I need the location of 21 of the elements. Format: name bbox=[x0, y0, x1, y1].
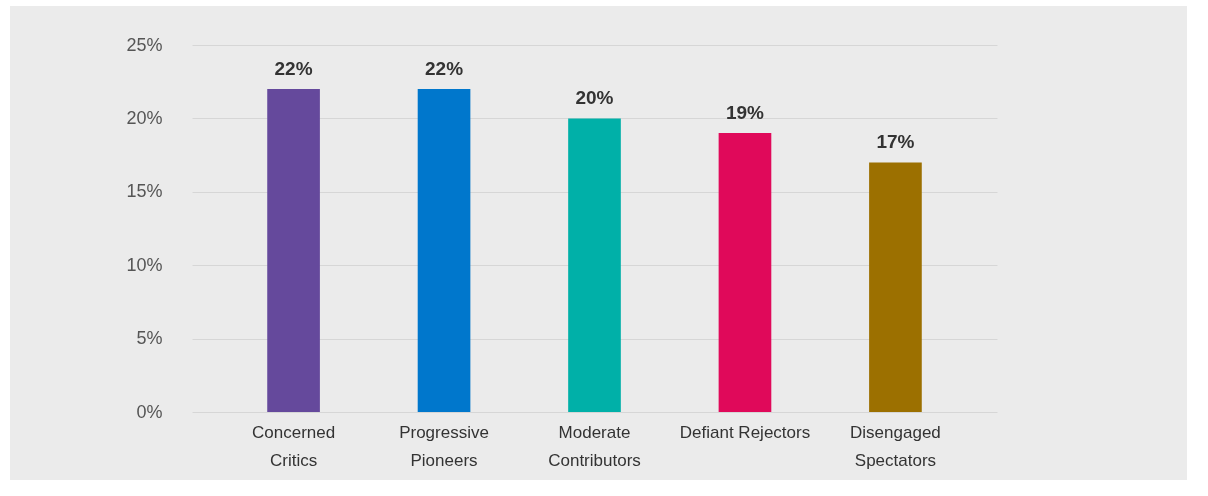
bar bbox=[267, 89, 320, 412]
y-tick-label: 25% bbox=[126, 34, 163, 55]
y-tick-label: 20% bbox=[126, 107, 163, 128]
x-tick-label: Disengaged Spectators bbox=[850, 422, 941, 470]
y-tick-label: 10% bbox=[126, 254, 163, 275]
y-tick-label: 0% bbox=[136, 401, 163, 422]
x-tick-label: Concerned Critics bbox=[251, 422, 336, 470]
data-label: 22% bbox=[274, 58, 313, 80]
bar bbox=[417, 89, 471, 412]
x-tick-label: Progressive Pioneers bbox=[399, 422, 489, 470]
x-tick-label: Defiant Rejectors bbox=[679, 422, 811, 442]
y-tick-label: 5% bbox=[136, 328, 163, 349]
y-tick-label: 15% bbox=[126, 181, 163, 202]
data-label: 20% bbox=[575, 87, 614, 109]
bar bbox=[869, 162, 922, 412]
data-label: 19% bbox=[725, 102, 765, 124]
bar bbox=[568, 118, 621, 412]
data-label: 17% bbox=[876, 131, 915, 153]
bar bbox=[718, 133, 772, 412]
x-tick-label: Moderate Contributors bbox=[548, 422, 641, 470]
data-label: 22% bbox=[425, 58, 464, 80]
